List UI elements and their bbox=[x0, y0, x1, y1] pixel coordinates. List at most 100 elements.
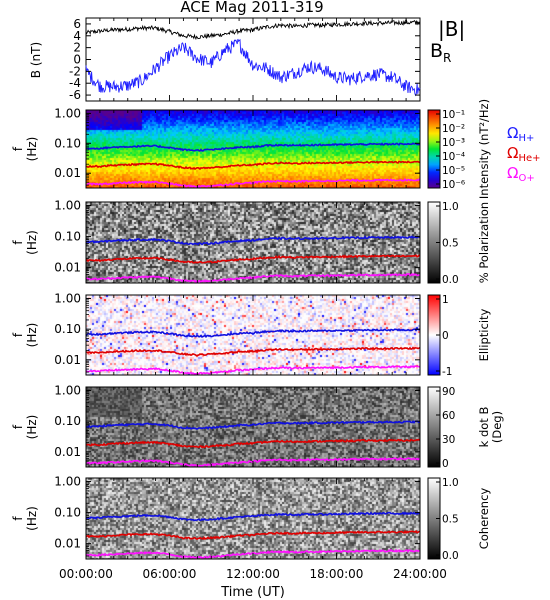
cyclotron-line-He bbox=[85, 346, 421, 357]
b-tick-label: -6 bbox=[69, 88, 81, 102]
f-axis-label: f bbox=[11, 146, 25, 151]
f-axis-label: (Hz) bbox=[25, 137, 39, 162]
colorbar-tick-label: 0.5 bbox=[442, 238, 459, 250]
f-axis-label: f bbox=[11, 424, 25, 429]
time-axis-label: Time (UT) bbox=[220, 585, 285, 600]
cyclotron-line-H bbox=[85, 142, 421, 152]
legend-b-total: |B| bbox=[438, 17, 465, 41]
heatmap-power-spectral-density bbox=[86, 110, 420, 188]
panel-polarization: 1.00 0.10 0.01 f (Hz) 1.0 0.5 0.0 % Polarization bbox=[11, 199, 491, 286]
colorbar-tick-label: 1.0 bbox=[442, 477, 459, 489]
f-axis-label: (Hz) bbox=[25, 415, 39, 440]
panel-power-spectral-density: 1.00 0.10 0.01 f (Hz) 10⁻¹ 10⁻² 10⁻³ 10⁻⁴ 10⁻⁵ 10⁻… bbox=[11, 99, 491, 199]
f-tick-label: 1.00 bbox=[54, 383, 81, 397]
f-tick-label: 0.10 bbox=[54, 506, 81, 520]
f-tick-label: 0.10 bbox=[54, 136, 81, 150]
colorbar-tick-label: 10⁻³ bbox=[442, 137, 465, 149]
heatmap-polarization bbox=[86, 202, 420, 283]
time-tick-label: 18:00:00 bbox=[310, 567, 364, 581]
f-tick-label: 0.01 bbox=[54, 537, 81, 551]
colorbar-label: % Polarization bbox=[477, 202, 491, 283]
series-line-b-r bbox=[85, 38, 421, 97]
f-axis-label: f bbox=[11, 516, 25, 521]
colorbar-label: Coherency bbox=[477, 488, 491, 550]
f-tick-label: 0.10 bbox=[54, 414, 81, 428]
cyclotron-line-H bbox=[85, 511, 421, 522]
colorbar-label: Intensity (nT²/Hz) bbox=[477, 99, 491, 199]
f-tick-label: 0.01 bbox=[54, 445, 81, 459]
colorbar-power-spectral-density bbox=[427, 109, 441, 189]
colorbar-tick-label: 30 bbox=[442, 434, 455, 446]
f-axis-label: f bbox=[11, 332, 25, 337]
legend-b-r: BR bbox=[430, 40, 451, 65]
time-tick-label: 12:00:00 bbox=[226, 567, 280, 581]
colorbar-label: (Deg) bbox=[490, 411, 504, 443]
colorbar-label: Ellipticity bbox=[477, 308, 491, 361]
panel-coherency: 1.00 0.10 0.01 f (Hz) 1.0 0.5 0.0 Coherency bbox=[11, 475, 491, 562]
heatmap-ellipticity bbox=[86, 295, 420, 375]
colorbar-tick-label: 90 bbox=[442, 386, 455, 398]
heatmap-coherency bbox=[86, 478, 420, 559]
cyclotron-line-H bbox=[85, 327, 421, 339]
f-tick-label: 0.01 bbox=[54, 166, 81, 180]
f-tick-label: 0.10 bbox=[54, 322, 81, 336]
f-tick-label: 0.01 bbox=[54, 353, 81, 367]
b-tick-label: 4 bbox=[73, 29, 81, 43]
cyclotron-label-O: ΩO+ bbox=[507, 164, 535, 184]
magnetic-field-traces bbox=[85, 19, 421, 97]
time-tick-label: 24:00:00 bbox=[393, 567, 447, 581]
colorbar-tick-label: 0.0 bbox=[442, 550, 459, 562]
f-axis-label: f bbox=[11, 240, 25, 245]
colorbar-tick-label: 0.5 bbox=[442, 514, 459, 526]
colorbar-tick-label: 0 bbox=[442, 458, 449, 470]
time-tick-label: 06:00:00 bbox=[143, 567, 197, 581]
b-tick-label: 2 bbox=[73, 41, 81, 55]
panel-wave-normal-angle: 1.00 0.10 0.01 f (Hz) 90 60 30 0 k dot B (Deg) bbox=[11, 383, 504, 470]
colorbar-tick-label: 10⁻¹ bbox=[442, 109, 465, 121]
colorbar-tick-label: 1 bbox=[442, 294, 449, 306]
f-tick-label: 1.00 bbox=[54, 106, 81, 120]
cyclotron-label-He: ΩHe+ bbox=[507, 144, 541, 164]
heatmap-wave-normal-angle bbox=[86, 387, 420, 467]
colorbar-wave-normal-angle bbox=[427, 386, 441, 468]
spectral-panels: 1.000.100.01f (Hz)10⁻¹10⁻²10⁻³10⁻⁴10⁻⁵10⁻… bbox=[11, 99, 504, 562]
b-tick-label: -4 bbox=[69, 76, 81, 90]
figure-title: ACE Mag 2011-319 bbox=[180, 0, 323, 16]
series-line-b-total bbox=[85, 19, 421, 41]
colorbar-tick-label: 1.0 bbox=[442, 201, 459, 213]
cyclotron-line-He bbox=[85, 254, 421, 264]
cyclotron-line-He bbox=[85, 438, 421, 449]
cyclotron-line-H bbox=[85, 420, 421, 430]
f-axis-label: (Hz) bbox=[25, 230, 39, 255]
colorbar-tick-label: 10⁻⁶ bbox=[442, 179, 465, 191]
time-tick-label: 00:00:00 bbox=[59, 567, 113, 581]
panel-ellipticity: 1.00 0.10 0.01 f (Hz) 1 0 -1 Ellipticity bbox=[11, 291, 491, 378]
cyclotron-label-H: ΩH+ bbox=[507, 124, 534, 144]
colorbar-tick-label: 10⁻⁵ bbox=[442, 165, 465, 177]
colorbar-label: k dot B bbox=[477, 407, 491, 448]
colorbar-tick-label: 60 bbox=[442, 410, 455, 422]
b-axis-label: B (nT) bbox=[29, 42, 43, 78]
time-axis: 00:00:00 06:00:00 12:00:00 18:00:00 24:00:00 bbox=[59, 18, 447, 581]
f-axis-label: (Hz) bbox=[25, 506, 39, 531]
f-tick-label: 1.00 bbox=[54, 199, 81, 213]
colorbar-tick-label: -1 bbox=[442, 366, 452, 378]
f-axis-label: (Hz) bbox=[25, 323, 39, 348]
colorbar-tick-label: 10⁻⁴ bbox=[442, 151, 465, 163]
colorbar-tick-label: 10⁻² bbox=[442, 123, 465, 135]
cyclotron-line-H bbox=[85, 235, 421, 246]
cyclotron-line-He bbox=[85, 530, 421, 541]
f-tick-label: 1.00 bbox=[54, 291, 81, 305]
colorbar-tick-label: 0.0 bbox=[442, 274, 459, 286]
f-tick-label: 0.01 bbox=[54, 261, 81, 275]
b-tick-label: 0 bbox=[73, 53, 81, 67]
b-tick-label: 6 bbox=[73, 17, 81, 31]
b-tick-label: -2 bbox=[69, 64, 81, 78]
colorbar-tick-label: 0 bbox=[442, 330, 449, 342]
f-tick-label: 0.10 bbox=[54, 230, 81, 244]
cyclotron-line-He bbox=[85, 160, 421, 171]
f-tick-label: 1.00 bbox=[54, 475, 81, 489]
